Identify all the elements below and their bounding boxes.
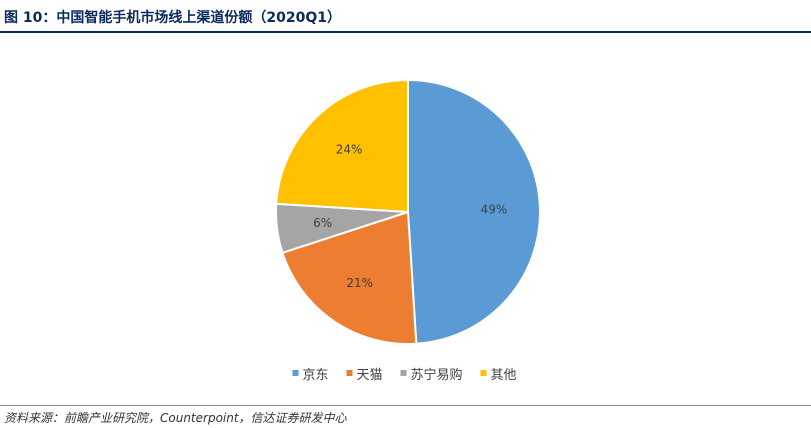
- figure-title: 图 10：中国智能手机市场线上渠道份额（2020Q1）: [4, 10, 341, 26]
- pie-slice-1: [281, 210, 418, 345]
- source-note: 资料来源：前瞻产业研究院，Counterpoint，信达证券研发中心: [4, 411, 347, 425]
- legend-label-2: 苏宁易购: [411, 367, 463, 383]
- legend-swatch-1: [346, 370, 353, 376]
- chart-legend: 京东 天猫 苏宁易购 其他: [292, 367, 517, 383]
- legend-swatch-3: [480, 370, 487, 376]
- slice-value-label-2: 6%: [313, 216, 332, 230]
- slice-value-label-3: 24%: [336, 142, 363, 156]
- legend-label-1: 天猫: [357, 368, 383, 383]
- footer-divider: [0, 405, 811, 406]
- title-divider: [0, 31, 811, 33]
- legend-label-3: 其他: [491, 368, 517, 383]
- legend-label-0: 京东: [303, 368, 329, 383]
- pie-data-labels: 49% 21% 6% 24%: [313, 142, 507, 290]
- pie-slice-0: [407, 78, 542, 345]
- legend-swatch-0: [292, 370, 299, 376]
- legend-swatch-2: [400, 370, 407, 376]
- pie-slices: [274, 78, 542, 345]
- pie-chart: 49% 21% 6% 24% 京东 天猫 苏宁易购 其他: [274, 78, 542, 383]
- pie-slice-3: [275, 78, 409, 214]
- figure-title-bar: 图 10：中国智能手机市场线上渠道份额（2020Q1）: [0, 0, 811, 33]
- slice-value-label-0: 49%: [481, 202, 508, 216]
- slice-value-label-1: 21%: [346, 276, 373, 290]
